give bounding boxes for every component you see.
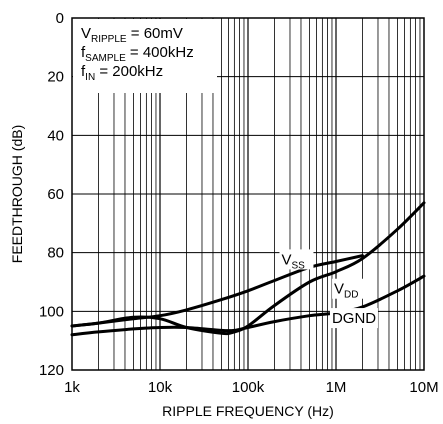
condition-note: VRIPPLE = 60mV — [81, 25, 183, 45]
series-label-bg — [279, 249, 314, 270]
x-tick-label: 10M — [409, 379, 438, 396]
y-tick-label: 80 — [47, 245, 64, 262]
x-tick-label: 100k — [232, 379, 265, 396]
x-tick-label: 10k — [148, 379, 173, 396]
condition-box-bg — [73, 19, 217, 93]
plot-frame — [71, 17, 425, 371]
series-label-dgnd: DGND — [332, 310, 376, 327]
y-tick-label: 120 — [39, 362, 64, 379]
y-axis-title: FEEDTHROUGH (dB) — [9, 125, 25, 263]
condition-note: fIN = 200kHz — [81, 63, 163, 83]
series-line-dgnd — [70, 274, 426, 337]
y-tick-label: 60 — [47, 186, 64, 203]
condition-box-background — [73, 19, 217, 93]
y-tick-label: 0 — [56, 10, 64, 27]
series-label-bg — [329, 308, 378, 329]
x-tick-label: 1k — [64, 379, 80, 396]
series-label-vss: VSS — [281, 251, 305, 271]
x-tick-label: 1M — [326, 379, 347, 396]
tick-labels: 1k 10k 100k 1M 10M 0 20 40 60 80 100 120 — [39, 10, 439, 396]
x-axis-title: RIPPLE FREQUENCY (Hz) — [162, 403, 334, 419]
y-tick-label: 100 — [39, 303, 64, 320]
condition-note: fSAMPLE = 400kHz — [81, 44, 194, 64]
series-label-vdd: VDD — [334, 281, 358, 301]
series-label-bg — [332, 278, 369, 299]
y-tick-label: 40 — [47, 127, 64, 144]
series-labels: VSS VDD DGND — [279, 249, 378, 329]
y-tick-label: 20 — [47, 69, 64, 86]
series-lines — [70, 201, 426, 337]
